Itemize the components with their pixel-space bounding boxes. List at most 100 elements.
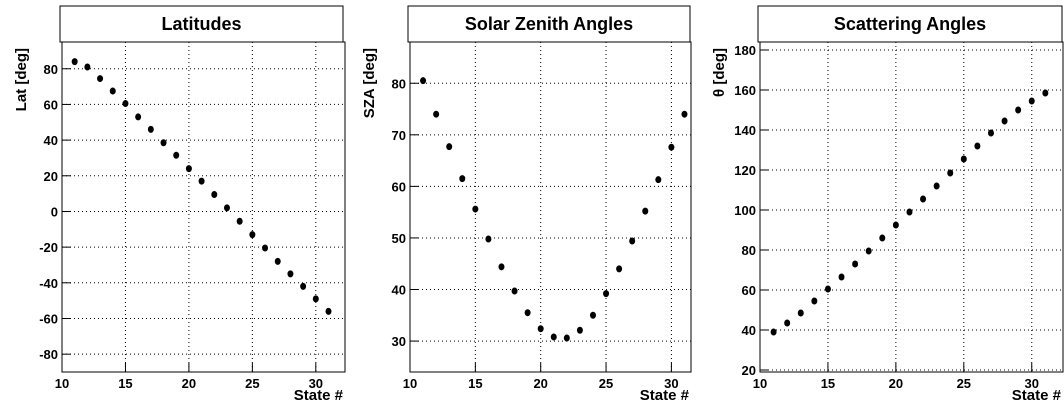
title-box (407, 5, 691, 43)
y-axis-label: SZA [deg] (361, 48, 378, 118)
y-tick-label: 0 (51, 204, 58, 219)
y-tick-label: 40 (392, 283, 406, 298)
point (589, 311, 596, 319)
x-tick-label: 25 (245, 376, 259, 391)
y-tick-label: 50 (392, 231, 406, 246)
y-tick-label: 60 (44, 97, 58, 112)
point (947, 169, 954, 177)
x-tick-label: 30 (664, 376, 678, 391)
point (211, 191, 218, 199)
point (109, 87, 116, 95)
point (262, 244, 269, 252)
point (485, 235, 492, 243)
y-tick-label: 80 (742, 243, 756, 258)
point (906, 208, 913, 216)
point (960, 155, 967, 163)
point (97, 75, 104, 83)
plot-frame (409, 41, 692, 373)
point (784, 319, 791, 327)
point (892, 221, 899, 229)
y-tick-label: 20 (44, 169, 58, 184)
point (1028, 97, 1035, 105)
point (824, 285, 831, 293)
point (160, 139, 167, 147)
point (287, 270, 294, 278)
point (71, 58, 78, 66)
point (312, 295, 319, 303)
y-tick-label: -40 (39, 276, 58, 291)
point (511, 287, 518, 295)
x-axis-label: State # (294, 387, 344, 404)
point (147, 125, 154, 133)
y-tick-label: 70 (392, 128, 406, 143)
x-tick-label: 30 (1025, 376, 1039, 391)
x-tick-label: 25 (599, 376, 613, 391)
x-tick-label: 20 (182, 376, 196, 391)
point (446, 143, 453, 151)
point (770, 328, 777, 336)
point (185, 165, 192, 173)
x-axis-label: State # (1012, 387, 1062, 404)
y-tick-label: -80 (39, 347, 58, 362)
point (274, 257, 281, 265)
point (797, 309, 804, 317)
point (681, 110, 688, 118)
point (1015, 106, 1022, 114)
y-axis-label: Lat [deg] (13, 48, 30, 111)
x-tick-label: 10 (753, 376, 767, 391)
point (603, 290, 610, 298)
y-tick-label: 160 (734, 83, 756, 98)
point (852, 260, 859, 268)
title-box (757, 5, 1063, 43)
x-axis-label: State # (640, 387, 690, 404)
point (987, 129, 994, 137)
point (576, 326, 583, 334)
y-tick-label: 80 (44, 62, 58, 77)
x-tick-label: 25 (957, 376, 971, 391)
point (879, 234, 886, 242)
plot-frame (759, 41, 1064, 373)
point (420, 77, 427, 85)
x-tick-label: 10 (55, 376, 69, 391)
y-tick-label: 30 (392, 334, 406, 349)
y-tick-label: 100 (734, 203, 756, 218)
point (173, 151, 180, 159)
point (811, 297, 818, 305)
point (249, 231, 256, 239)
y-tick-label: -60 (39, 311, 58, 326)
point (472, 205, 479, 213)
point (459, 175, 466, 183)
point (838, 273, 845, 281)
title-box (59, 5, 344, 43)
chart-title: Scattering Angles (834, 14, 986, 34)
y-tick-label: 40 (742, 323, 756, 338)
y-tick-label: 40 (44, 133, 58, 148)
x-tick-label: 20 (533, 376, 547, 391)
x-tick-label: 15 (468, 376, 482, 391)
point (629, 237, 636, 245)
point (1001, 117, 1008, 125)
point (198, 177, 205, 185)
point (325, 307, 332, 315)
y-tick-label: 80 (392, 76, 406, 91)
plot-frame (61, 41, 346, 373)
y-axis-label: θ [deg] (711, 48, 728, 97)
x-tick-label: 15 (821, 376, 835, 391)
y-tick-label: 60 (392, 179, 406, 194)
point (300, 282, 307, 290)
point (933, 182, 940, 190)
y-tick-label: 140 (734, 123, 756, 138)
chart-title: Latitudes (161, 14, 241, 34)
x-tick-label: 30 (309, 376, 323, 391)
point (655, 176, 662, 184)
x-tick-label: 20 (889, 376, 903, 391)
point (223, 204, 230, 212)
point (122, 100, 129, 108)
x-tick-label: 15 (118, 376, 132, 391)
chart-title: Solar Zenith Angles (465, 14, 633, 34)
point (433, 110, 440, 118)
point (974, 142, 981, 150)
y-tick-label: 60 (742, 283, 756, 298)
point (865, 247, 872, 255)
